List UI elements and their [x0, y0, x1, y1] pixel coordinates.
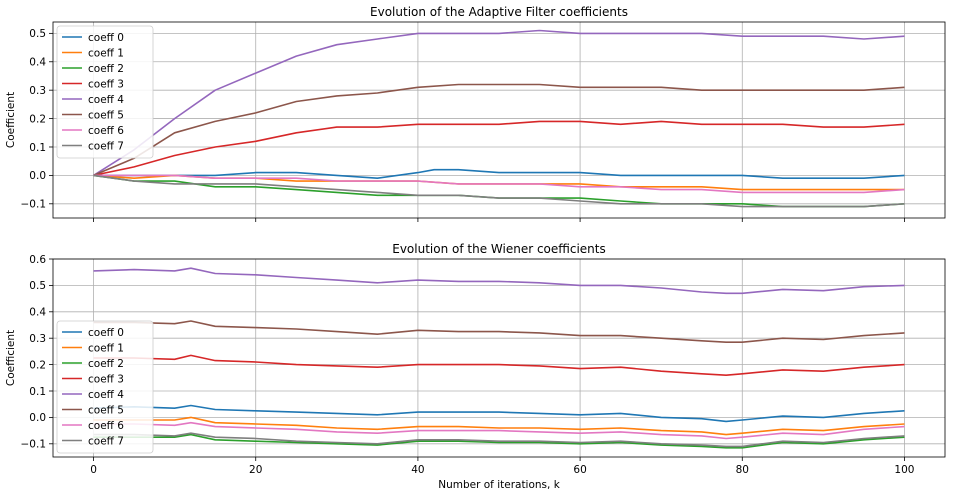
- series-line-coeff-7: [93, 174, 905, 208]
- y-tick-label: 0.4: [29, 57, 46, 69]
- y-tick-label: 0.4: [29, 307, 46, 319]
- chart-title: Evolution of the Adaptive Filter coeffic…: [370, 5, 628, 19]
- legend-label-coeff-3: coeff 3: [88, 78, 124, 90]
- x-tick-label: 60: [573, 464, 586, 476]
- chart-panel-0: −0.1 0.0 0.1 0.2 0.3 0.4 0.5 Evolution of the A…: [5, 5, 946, 222]
- series-line-coeff-5: [93, 83, 905, 177]
- legend-label-coeff-7: coeff 7: [88, 140, 124, 152]
- x-tick-label: 0: [90, 464, 97, 476]
- legend-label-coeff-0: coeff 0: [88, 327, 124, 339]
- legend: coeff 0 coeff 1 coeff 2 coeff 3 coeff 4 coeff…: [56, 25, 154, 159]
- series-line-coeff-3: [93, 120, 905, 177]
- legend: coeff 0 coeff 1 coeff 2 coeff 3 coeff 4 coeff…: [56, 320, 154, 454]
- series-line-coeff-0: [93, 168, 905, 179]
- x-tick-label: 80: [736, 464, 749, 476]
- legend-label-coeff-5: coeff 5: [88, 404, 124, 416]
- y-tick-label: 0.5: [29, 28, 46, 40]
- legend-label-coeff-6: coeff 6: [88, 125, 124, 137]
- x-tick-label: 40: [411, 464, 424, 476]
- chart-panel-1: 0 20 40 60 80 100 −0.1 0.0 0.1 0.2 0.3 0.4 0.5 0.6 Evo…: [5, 242, 946, 476]
- legend-label-coeff-6: coeff 6: [88, 420, 124, 432]
- legend-label-coeff-2: coeff 2: [88, 358, 124, 370]
- legend-label-coeff-4: coeff 4: [88, 94, 124, 106]
- axes-frame: [52, 21, 946, 219]
- legend-label-coeff-5: coeff 5: [88, 109, 124, 121]
- series-line-coeff-6: [93, 174, 905, 194]
- y-tick-label: 0.0: [29, 170, 46, 182]
- legend-label-coeff-2: coeff 2: [88, 63, 124, 75]
- legend-label-coeff-7: coeff 7: [88, 435, 124, 447]
- y-tick-label: −0.1: [21, 199, 47, 211]
- series-line-coeff-4: [93, 29, 905, 177]
- legend-label-coeff-0: coeff 0: [88, 32, 124, 44]
- series-line-coeff-6: [93, 421, 905, 440]
- x-tick-label: 20: [249, 464, 262, 476]
- x-axis-label: Number of iterations, k: [438, 479, 560, 491]
- series-line-coeff-7: [93, 432, 905, 448]
- series-line-coeff-1: [93, 416, 905, 436]
- axes-frame: [52, 258, 946, 458]
- legend-label-coeff-1: coeff 1: [88, 342, 124, 354]
- y-tick-label: −0.1: [21, 439, 47, 451]
- plot-area: [53, 22, 945, 218]
- y-tick-label: 0.1: [29, 386, 46, 398]
- series-line-coeff-0: [93, 404, 905, 423]
- legend-label-coeff-1: coeff 1: [88, 47, 124, 59]
- y-tick-label: 0.3: [29, 85, 46, 97]
- legend-label-coeff-4: coeff 4: [88, 389, 124, 401]
- legend-box: [56, 320, 154, 454]
- y-tick-label: 0.6: [29, 254, 46, 266]
- y-tick-label: 0.0: [29, 412, 46, 424]
- y-tick-label: 0.2: [29, 359, 46, 371]
- x-tick-label: 100: [894, 464, 914, 476]
- y-axis-label: Coefficient: [5, 92, 17, 148]
- series-line-coeff-2: [93, 433, 905, 449]
- y-tick-label: 0.5: [29, 280, 46, 292]
- y-tick-label: 0.3: [29, 333, 46, 345]
- y-tick-label: 0.1: [29, 142, 46, 154]
- series-line-coeff-5: [93, 320, 905, 344]
- y-axis-label: Coefficient: [5, 330, 17, 386]
- y-tick-label: 0.2: [29, 113, 46, 125]
- series-line-coeff-4: [93, 267, 905, 295]
- legend-label-coeff-3: coeff 3: [88, 373, 124, 385]
- series-line-coeff-3: [93, 354, 905, 377]
- legend-box: [56, 25, 154, 159]
- chart-title: Evolution of the Wiener coefficients: [392, 242, 606, 256]
